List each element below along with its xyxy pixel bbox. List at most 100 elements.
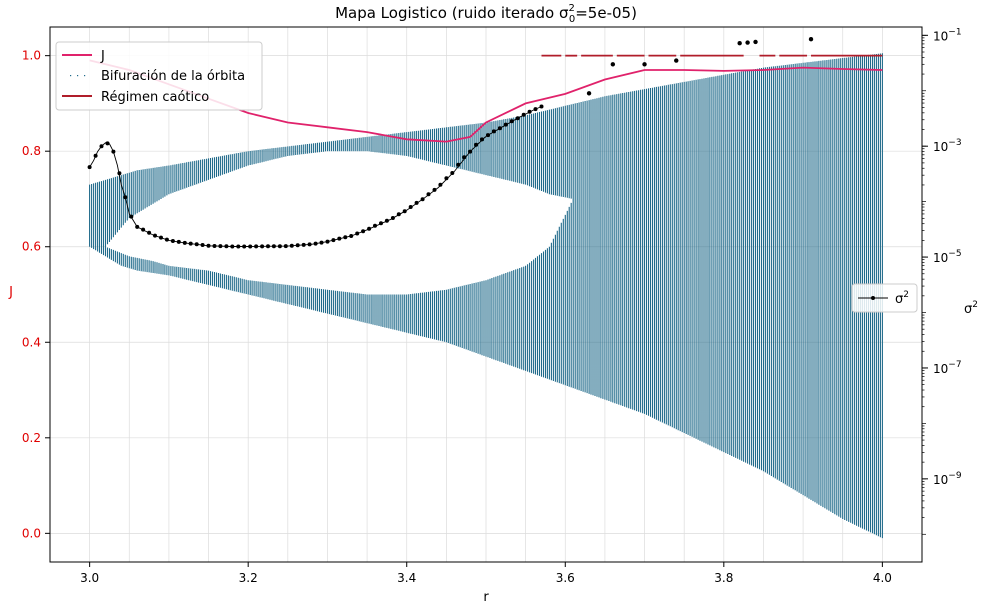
sigma2-point	[295, 243, 300, 248]
y-left-tick-label: 0.4	[22, 335, 41, 349]
sigma2-point	[462, 155, 467, 160]
sigma2-point	[808, 37, 814, 42]
sigma2-point	[301, 242, 306, 247]
sigma2-point	[373, 223, 377, 228]
x-tick-label: 3.0	[80, 571, 99, 585]
sigma2-point	[176, 239, 181, 244]
sigma2-point	[331, 238, 336, 243]
x-tick-label: 4.0	[873, 571, 892, 585]
sigma2-point	[170, 239, 175, 243]
sigma2-point	[289, 243, 294, 248]
sigma2-point	[521, 112, 526, 117]
x-tick-label: 3.6	[556, 571, 575, 585]
x-tick-label: 3.2	[239, 571, 258, 585]
legend-orbit-swatch	[70, 75, 86, 77]
y-left-tick-label: 0.2	[22, 431, 41, 445]
x-axis: 3.0 3.2 3.4 3.6 3.8 4.0	[80, 562, 892, 585]
sigma2-point	[674, 58, 679, 63]
sigma2-point	[313, 241, 318, 246]
sigma2-point	[408, 205, 413, 209]
sigma-legend: σ2	[851, 283, 918, 313]
sigma2-point	[141, 227, 146, 232]
sigma2-point	[194, 242, 199, 247]
y-right-tick-label: 10−5	[933, 249, 962, 265]
sigma2-point	[325, 239, 330, 244]
sigma2-point	[379, 221, 383, 226]
sigma2-point	[745, 40, 750, 45]
legend-sigma-label: σ2	[895, 290, 909, 307]
sigma2-point	[224, 244, 229, 249]
sigma2-layer	[87, 37, 814, 249]
sigma2-point	[533, 107, 538, 112]
sigma2-point	[515, 116, 520, 121]
sigma2-point	[737, 41, 742, 46]
sigma2-point	[367, 226, 372, 231]
sigma2-point	[111, 149, 116, 154]
sigma2-point	[206, 243, 211, 248]
legend-chaotic-label: Régimen caótico	[101, 90, 209, 105]
sigma2-point	[503, 122, 508, 127]
sigma2-point	[539, 104, 544, 109]
sigma2-point	[218, 244, 223, 249]
main-legend: J Bifuración de la órbita Régimen caótic…	[55, 41, 263, 111]
sigma2-point	[93, 153, 98, 158]
sigma2-point	[248, 244, 253, 249]
sigma2-point	[254, 244, 259, 249]
sigma2-point	[153, 233, 157, 238]
y-left-tick-label: 0.6	[22, 240, 41, 254]
sigma2-point	[444, 176, 449, 181]
sigma2-point	[337, 236, 342, 241]
sigma2-point	[117, 171, 122, 176]
sigma2-point	[283, 244, 288, 249]
sigma2-point	[99, 144, 104, 149]
y-right-tick-label: 10−9	[933, 471, 962, 487]
sigma2-point	[402, 209, 407, 214]
sigma2-point	[147, 230, 152, 235]
sigma2-point	[642, 62, 647, 67]
main-legend-box	[55, 41, 263, 111]
sigma2-point	[230, 244, 235, 249]
left-y-axis-label: J	[8, 285, 13, 300]
plot-frame	[49, 26, 923, 563]
sigma2-point	[497, 126, 502, 131]
sigma2-point	[105, 141, 110, 146]
right-y-axis-label: σ2	[964, 300, 978, 317]
sigma2-point	[271, 244, 276, 249]
sigma2-point	[349, 234, 354, 238]
sigma2-point	[135, 224, 140, 229]
y-left-tick-label: 0.0	[22, 526, 41, 540]
sigma2-point	[266, 244, 270, 249]
sigma2-point	[456, 162, 461, 167]
sigma2-point	[307, 242, 312, 247]
x-tick-label: 3.8	[714, 571, 733, 585]
sigma2-point	[390, 216, 395, 220]
sigma2-point	[164, 237, 169, 242]
sigma2-point	[753, 39, 758, 45]
sigma2-point	[491, 129, 496, 134]
x-tick-label: 3.4	[397, 571, 416, 585]
sigma2-point	[474, 142, 479, 147]
sigma2-point	[586, 91, 592, 96]
sigma2-point	[414, 200, 419, 205]
chart-title: Mapa Logistico (ruido iterado σ2 0=5e-05)	[335, 3, 637, 25]
sigma2-point	[480, 137, 484, 142]
legend-j-label: J	[100, 49, 105, 64]
sigma2-point	[129, 214, 134, 219]
sigma2-point	[236, 244, 241, 249]
sigma2-point	[242, 244, 247, 249]
sigma2-point	[426, 192, 431, 197]
y-right-tick-label: 10−1	[933, 27, 962, 43]
sigma2-point	[450, 171, 455, 175]
sigma2-point	[486, 133, 490, 138]
sigma2-point	[420, 197, 425, 202]
orbit-gap	[106, 151, 573, 295]
left-y-axis: 0.0 0.2 0.4 0.6 0.8 1.0	[22, 49, 50, 540]
sigma2-point	[355, 231, 360, 236]
sigma2-point	[159, 235, 163, 240]
sigma2-point	[432, 187, 437, 192]
sigma2-point	[509, 119, 514, 124]
sigma2-point	[468, 149, 473, 154]
y-left-tick-label: 0.8	[22, 144, 41, 158]
sigma2-point	[87, 165, 92, 170]
